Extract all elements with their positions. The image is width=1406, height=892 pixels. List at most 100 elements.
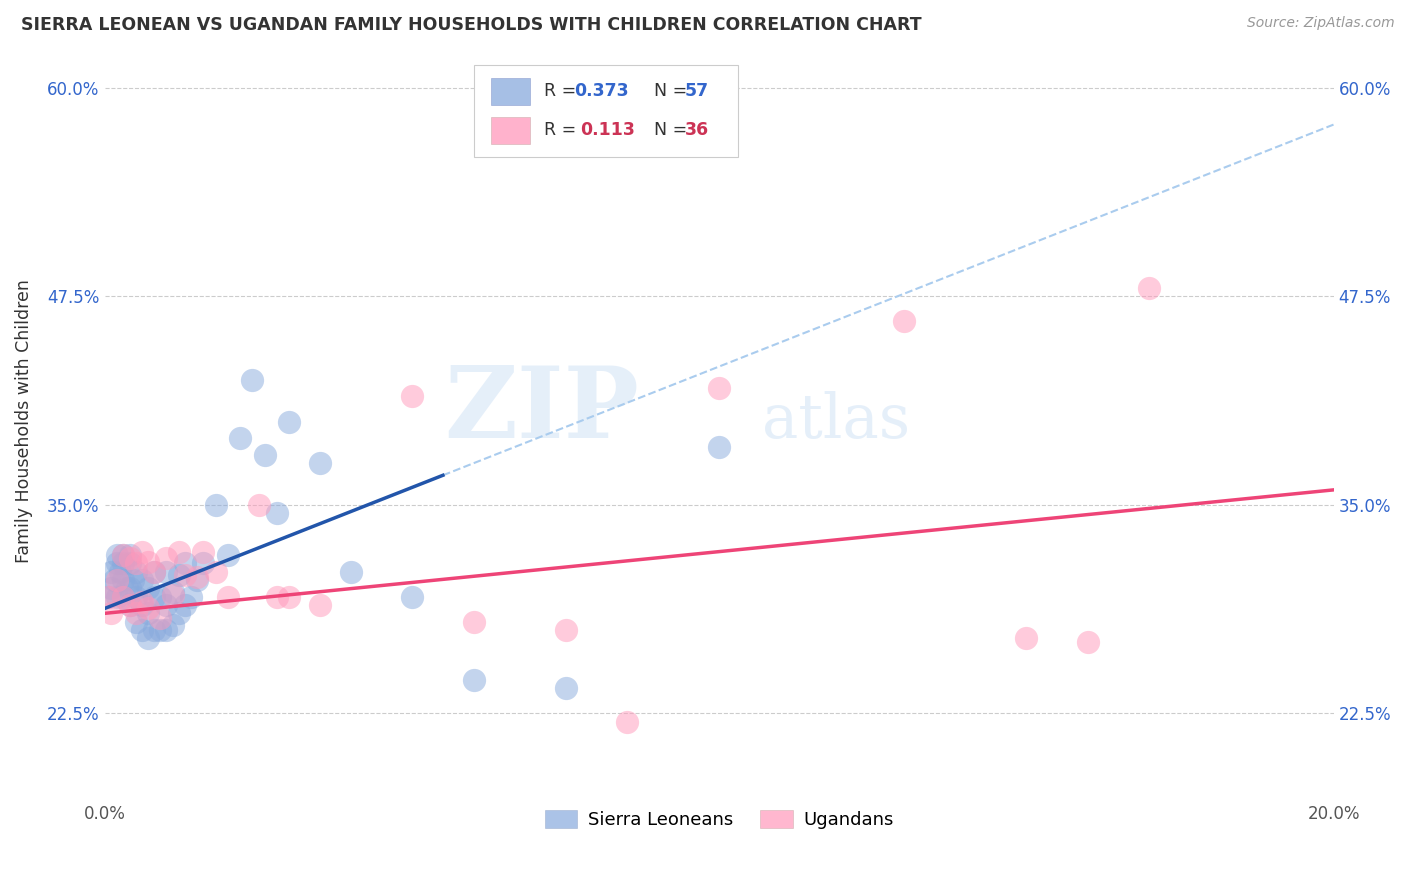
Point (1015, 632, 1038, 646)
Point (131, 623, 153, 637)
Point (143, 590, 166, 604)
Point (118, 582, 141, 596)
Point (149, 611, 172, 625)
Point (339, 565, 361, 579)
Point (125, 590, 148, 604)
Point (105, 573, 128, 587)
Point (118, 598, 141, 612)
Point (167, 607, 190, 621)
Point (1137, 281, 1160, 295)
Point (155, 623, 177, 637)
Point (242, 373, 264, 387)
Point (554, 681, 576, 696)
Point (253, 448, 276, 462)
Point (401, 389, 423, 403)
Point (115, 582, 138, 596)
Point (309, 598, 332, 612)
Point (266, 590, 288, 604)
Point (155, 565, 177, 579)
Point (401, 590, 423, 604)
Legend: Sierra Leoneans, Ugandans: Sierra Leoneans, Ugandans (537, 803, 901, 837)
Text: 0.113: 0.113 (581, 121, 636, 139)
Point (118, 551, 141, 566)
Text: 0.373: 0.373 (574, 82, 628, 100)
Point (193, 544, 215, 558)
Point (136, 607, 159, 621)
Point (143, 565, 166, 579)
Point (278, 590, 301, 604)
Point (105, 548, 128, 562)
Point (143, 565, 166, 579)
Text: SIERRA LEONEAN VS UGANDAN FAMILY HOUSEHOLDS WITH CHILDREN CORRELATION CHART: SIERRA LEONEAN VS UGANDAN FAMILY HOUSEHO… (21, 16, 922, 34)
Point (709, 440, 731, 454)
Point (162, 588, 184, 602)
Point (112, 556, 135, 570)
Point (186, 573, 208, 587)
Point (463, 615, 485, 629)
Point (217, 590, 239, 604)
Text: 36: 36 (685, 121, 709, 139)
Point (155, 551, 177, 566)
Point (136, 555, 159, 569)
Text: atlas: atlas (762, 392, 910, 451)
Y-axis label: Family Households with Children: Family Households with Children (15, 279, 32, 564)
Point (180, 590, 202, 604)
Point (100, 582, 122, 596)
Point (131, 594, 153, 608)
Point (105, 590, 128, 604)
Point (118, 556, 141, 570)
Point (97, 590, 120, 604)
Text: Source: ZipAtlas.com: Source: ZipAtlas.com (1247, 16, 1395, 30)
Point (204, 565, 226, 579)
Point (110, 565, 132, 579)
Point (162, 584, 184, 599)
FancyBboxPatch shape (491, 78, 530, 104)
Point (217, 548, 239, 562)
Point (131, 573, 153, 587)
Text: R =: R = (544, 121, 586, 139)
Point (100, 607, 122, 621)
Point (97, 590, 120, 604)
Point (125, 556, 148, 570)
Text: ZIP: ZIP (444, 362, 640, 458)
Point (554, 623, 576, 637)
Point (149, 623, 172, 637)
Point (247, 498, 270, 512)
Point (709, 381, 731, 395)
Point (174, 556, 197, 570)
Point (616, 714, 638, 729)
Point (112, 590, 135, 604)
Point (103, 573, 125, 587)
Text: N =: N = (654, 82, 693, 100)
FancyBboxPatch shape (491, 117, 530, 144)
Point (112, 548, 135, 562)
Point (167, 568, 190, 582)
Point (174, 568, 197, 582)
Point (162, 618, 184, 632)
Point (136, 582, 159, 596)
Point (136, 601, 159, 615)
Point (204, 498, 226, 512)
Point (309, 456, 332, 470)
Point (155, 598, 177, 612)
Point (125, 615, 148, 629)
Point (125, 607, 148, 621)
Point (125, 565, 148, 579)
Point (118, 548, 141, 562)
Point (893, 314, 915, 328)
FancyBboxPatch shape (474, 65, 738, 157)
Point (118, 598, 141, 612)
Point (131, 544, 153, 558)
Point (229, 431, 252, 445)
Point (1077, 634, 1099, 648)
Text: N =: N = (654, 121, 693, 139)
Point (266, 506, 288, 520)
Point (167, 544, 190, 558)
Point (186, 569, 208, 583)
Point (463, 673, 485, 687)
Point (112, 548, 135, 562)
Text: R =: R = (544, 82, 581, 100)
Text: 57: 57 (685, 82, 709, 100)
Point (121, 573, 143, 587)
Point (131, 598, 153, 612)
